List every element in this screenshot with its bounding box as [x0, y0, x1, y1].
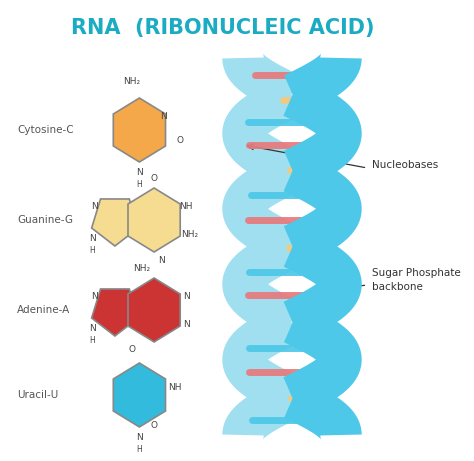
Polygon shape [128, 278, 180, 342]
Text: NH: NH [168, 383, 182, 391]
Text: N: N [161, 112, 167, 120]
Polygon shape [113, 363, 165, 427]
Polygon shape [222, 76, 301, 191]
Text: NH₂: NH₂ [123, 77, 140, 87]
Polygon shape [222, 302, 301, 417]
Polygon shape [91, 199, 138, 246]
Text: Uracil-U: Uracil-U [17, 390, 58, 400]
Text: N: N [91, 291, 98, 301]
Polygon shape [283, 76, 362, 191]
Text: O: O [176, 136, 183, 144]
Polygon shape [91, 289, 138, 336]
Text: N: N [136, 167, 143, 177]
Text: N: N [91, 201, 98, 211]
Polygon shape [284, 378, 362, 440]
Text: O: O [151, 420, 158, 430]
Text: N: N [183, 291, 190, 301]
Text: Adenine-A: Adenine-A [17, 305, 70, 315]
Text: H: H [90, 246, 95, 254]
Polygon shape [222, 151, 301, 266]
Polygon shape [283, 227, 362, 342]
Text: NH: NH [179, 201, 193, 211]
Text: O: O [128, 344, 136, 354]
Text: Guanine-G: Guanine-G [17, 215, 73, 225]
Polygon shape [283, 151, 362, 266]
Text: Nucleobases: Nucleobases [372, 160, 438, 170]
Text: H: H [137, 444, 142, 454]
Text: N: N [183, 319, 190, 329]
Polygon shape [128, 188, 180, 252]
Polygon shape [283, 302, 362, 417]
Text: NH₂: NH₂ [182, 230, 199, 238]
Polygon shape [222, 53, 300, 115]
Text: N: N [89, 324, 96, 332]
Text: H: H [137, 179, 142, 189]
Text: N: N [89, 234, 96, 242]
Text: NH₂: NH₂ [133, 264, 150, 272]
Text: O: O [151, 173, 157, 183]
Polygon shape [113, 98, 165, 162]
Polygon shape [222, 378, 300, 440]
Text: N: N [136, 432, 143, 442]
Text: RNA  (RIBONUCLEIC ACID): RNA (RIBONUCLEIC ACID) [72, 18, 375, 38]
Text: H: H [90, 336, 95, 344]
Text: Cytosine-C: Cytosine-C [17, 125, 73, 135]
Text: Sugar Phosphate
backbone: Sugar Phosphate backbone [372, 268, 461, 292]
Polygon shape [222, 227, 301, 342]
Polygon shape [284, 53, 362, 115]
Text: N: N [158, 255, 165, 265]
